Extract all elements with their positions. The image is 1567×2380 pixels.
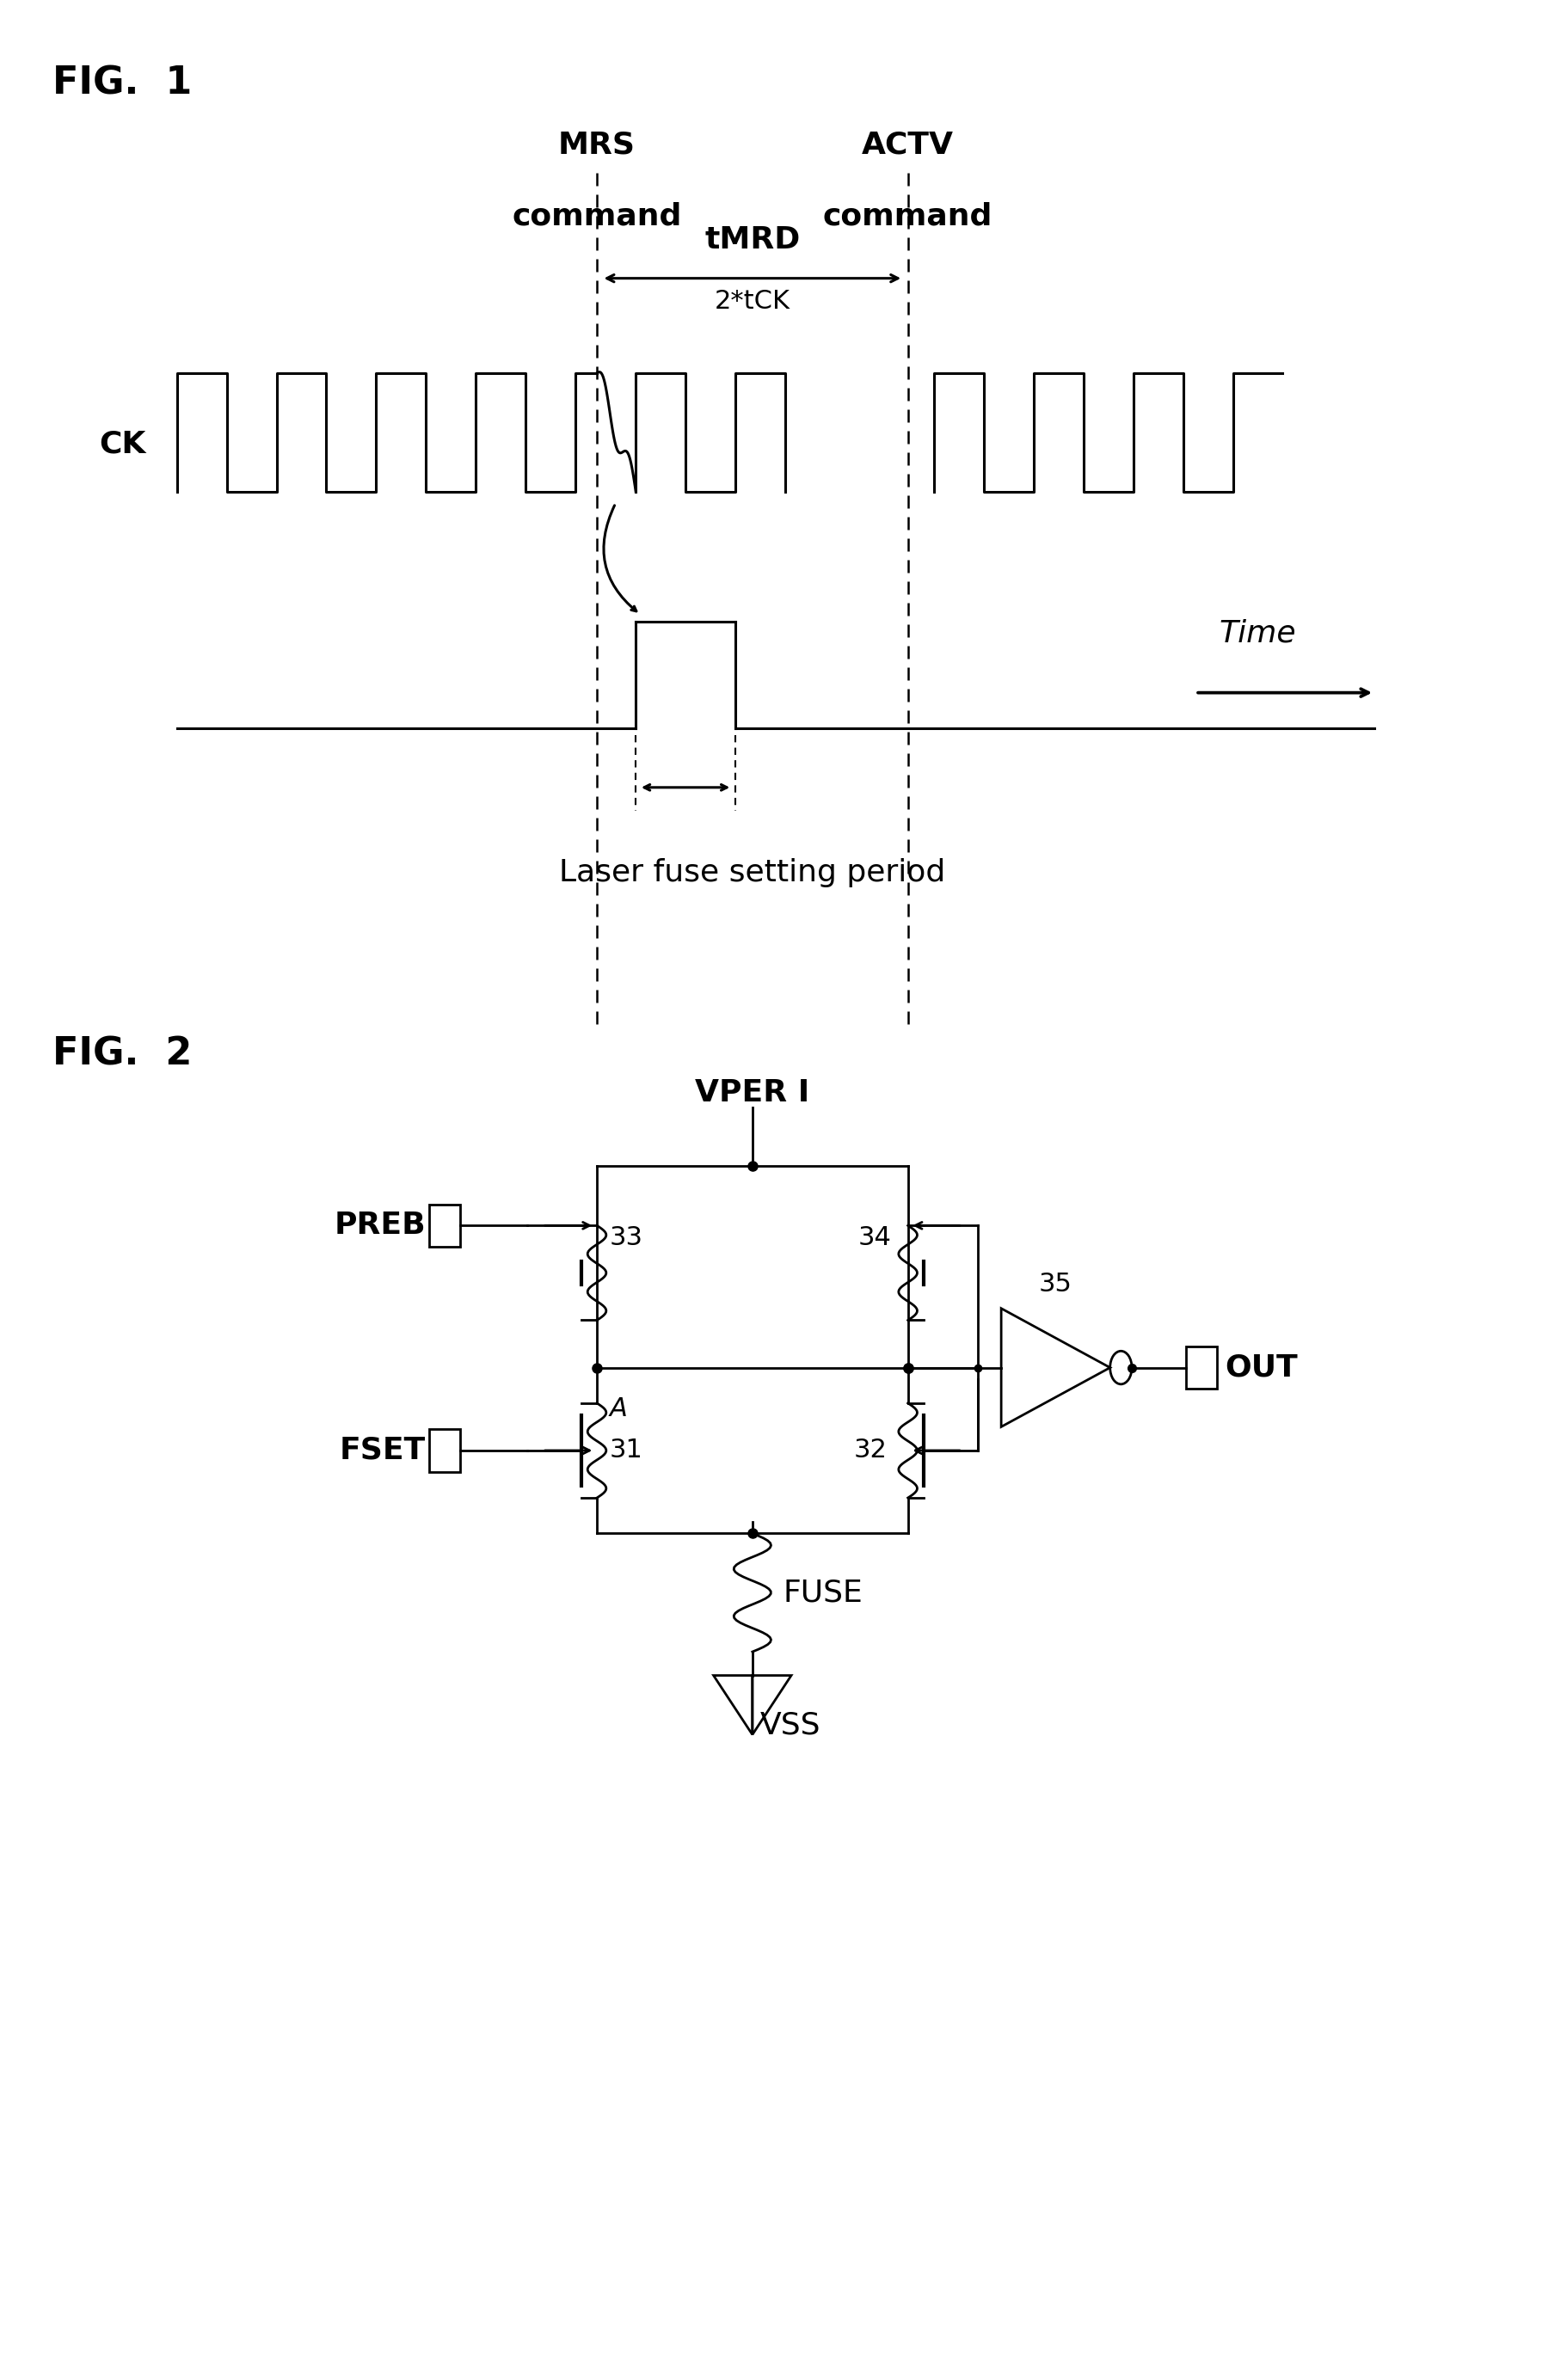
Text: Laser fuse setting period: Laser fuse setting period [559,859,945,888]
Text: VSS: VSS [760,1711,821,1740]
Text: 34: 34 [859,1226,892,1250]
Text: 32: 32 [854,1438,887,1464]
Text: ACTV: ACTV [862,131,954,159]
Text: PREB: PREB [334,1211,426,1240]
Text: FSET: FSET [340,1435,426,1466]
Text: 33: 33 [610,1226,642,1250]
Text: command: command [823,202,993,231]
Text: MRS: MRS [558,131,636,159]
Text: VPER I: VPER I [696,1078,810,1107]
Text: 31: 31 [610,1438,642,1464]
Text: FIG.  1: FIG. 1 [53,64,193,102]
Text: CK: CK [99,428,146,459]
Text: Time: Time [1219,619,1296,647]
Bar [429,1428,461,1471]
Text: FUSE: FUSE [784,1578,863,1607]
Text: A: A [610,1397,627,1421]
Text: OUT: OUT [1225,1352,1297,1383]
Bar [1186,1347,1218,1390]
Text: command: command [512,202,682,231]
Text: 2*tCK: 2*tCK [715,288,790,314]
Text: 35: 35 [1039,1271,1072,1297]
Text: FIG.  2: FIG. 2 [53,1035,193,1073]
Bar [429,1204,461,1247]
Text: tMRD: tMRD [705,226,801,255]
